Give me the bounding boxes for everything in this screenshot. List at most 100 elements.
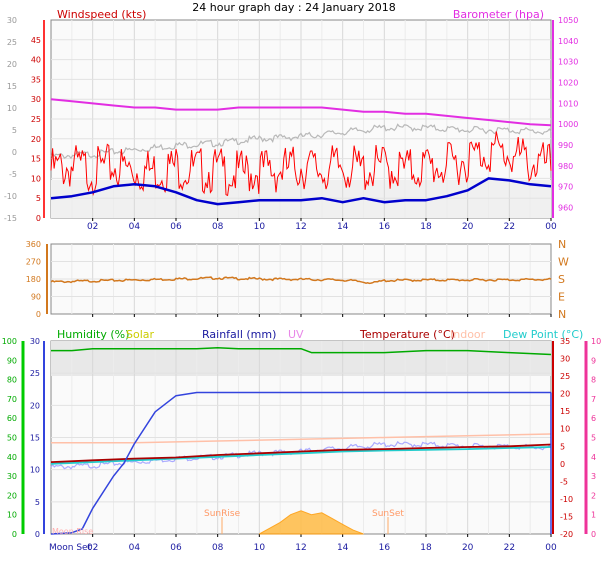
uv-tick: 5 <box>591 434 596 443</box>
sunset-label: SunSet <box>372 509 404 519</box>
x-tick-label: 22 <box>504 543 515 553</box>
uv-tick: 1 <box>591 511 596 520</box>
chart-title: 24 hour graph day : 24 January 2018 <box>192 1 396 14</box>
barometer-tick: 970 <box>558 183 573 192</box>
wind-direction-series <box>50 276 552 285</box>
rainfall-tick: 15 <box>30 434 40 443</box>
x-tick-label: 12 <box>295 543 306 553</box>
wind-direction-line <box>50 276 552 285</box>
moon-rise-label: Moon Rise <box>52 527 93 536</box>
x-tick-label: 10 <box>254 543 266 553</box>
temperature-tick: -10 <box>560 495 573 504</box>
temperature-tick: 10 <box>560 425 570 434</box>
humidity-tick: 30 <box>7 472 17 481</box>
barometer-tick: 1050 <box>558 16 578 25</box>
temperature-line <box>50 443 552 463</box>
uv-tick: 9 <box>591 356 596 365</box>
legend-item: Temperature (°C) <box>359 328 455 341</box>
x-tick-label: 08 <box>212 222 224 232</box>
barometer-line <box>50 98 552 127</box>
x-tick-label: 06 <box>170 222 182 232</box>
legend-item: Solar <box>126 328 155 341</box>
x-tick-label: 22 <box>504 222 515 232</box>
humidity-tick: 70 <box>7 395 17 404</box>
barometer-tick: 990 <box>558 141 573 150</box>
humidity-tick: 10 <box>7 511 17 520</box>
rainfall-line <box>50 391 551 535</box>
uv-tick: 6 <box>591 414 596 423</box>
wind-direction-tick: 90 <box>31 293 41 302</box>
legend-item: Humidity (%) <box>57 328 129 341</box>
rainfall-tick: 5 <box>35 498 40 507</box>
temperature-tick: -5 <box>560 477 568 486</box>
x-tick-label: 12 <box>295 222 306 232</box>
wind-baro-series <box>50 98 552 206</box>
rainfall-tick: 10 <box>30 466 40 475</box>
temperature-outer-tick: 5 <box>12 126 17 135</box>
x-tick-label: 14 <box>337 543 349 553</box>
humidity-tick: 50 <box>7 434 17 443</box>
wind-baro-axes: 0 5 10 15 20 25 30 35 40 45 -15 -10 -5 0 5 10 15 20 25 30 96… <box>4 16 578 232</box>
uv-tick: 2 <box>591 491 596 500</box>
uv-tick: 4 <box>591 453 596 462</box>
uv-tick: 0 <box>591 530 596 539</box>
barometer-tick: 1030 <box>558 58 578 67</box>
compass-label: N <box>558 238 566 251</box>
uv-tick: 3 <box>591 472 596 481</box>
wind-direction-tick: 270 <box>26 258 41 267</box>
humidity-rain-temp-series <box>50 347 552 535</box>
barometer-tick: 960 <box>558 204 573 213</box>
temperature-outer-tick: -10 <box>4 192 17 201</box>
barometer-tick: 1020 <box>558 79 578 88</box>
solar-area <box>259 510 364 535</box>
legend-item: UV <box>288 328 304 341</box>
windspeed-tick: 10 <box>31 174 41 183</box>
temperature-tick: 15 <box>560 407 570 416</box>
temperature-outer-tick: 0 <box>12 148 17 157</box>
barometer-tick: 980 <box>558 162 573 171</box>
legend-item: Dew Point (°C) <box>503 328 583 341</box>
moon-set-label: Moon Set <box>49 543 92 553</box>
temperature-outer-tick: 30 <box>7 16 17 25</box>
x-tick-label: 20 <box>462 543 474 553</box>
temperature-tick: -15 <box>560 512 573 521</box>
barometer-tick: 1000 <box>558 120 578 129</box>
humidity-rain-temp-axes: 0102030405060708090100051015202530-20-15… <box>2 337 601 553</box>
uv-tick: 8 <box>591 376 596 385</box>
uv-tick: 10 <box>591 337 601 346</box>
temperature-outer-tick: 25 <box>7 38 17 47</box>
x-tick-label: 18 <box>420 222 432 232</box>
humidity-tick: 80 <box>7 376 17 385</box>
temperature-tick: 20 <box>560 390 570 399</box>
windspeed-tick: 30 <box>31 95 41 104</box>
x-tick-label: 16 <box>379 222 391 232</box>
x-tick-label: 02 <box>87 222 98 232</box>
x-tick-label: 04 <box>129 222 141 232</box>
x-tick-label: 16 <box>379 543 391 553</box>
temperature-tick: 30 <box>560 355 570 364</box>
wind-direction-tick: 0 <box>36 310 41 319</box>
rainfall-tick: 0 <box>35 530 40 539</box>
barometer-tick: 1010 <box>558 99 578 108</box>
rainfall-tick: 20 <box>30 401 40 410</box>
barometer-tick: 1040 <box>558 37 578 46</box>
windspeed-axis-label: Windspeed (kts) <box>57 8 146 21</box>
windspeed-tick: 5 <box>36 194 41 203</box>
x-tick-label: 00 <box>545 222 557 232</box>
windspeed-line <box>50 131 552 197</box>
barometer-axis-label: Barometer (hpa) <box>453 8 544 21</box>
wind-direction-tick: 360 <box>26 240 41 249</box>
temperature-outer-tick: -5 <box>9 170 17 179</box>
humidity-tick: 60 <box>7 414 17 423</box>
temperature-outer-tick: 15 <box>7 82 17 91</box>
dew-point-line <box>50 446 552 465</box>
temperature-tick: 5 <box>560 442 565 451</box>
legend: Humidity (%)Solar Rainfall (mm) UV Temperat… <box>57 328 583 341</box>
rainfall-tick: 25 <box>30 369 40 378</box>
x-tick-label: 04 <box>129 543 141 553</box>
humidity-tick: 100 <box>2 337 17 346</box>
x-tick-label: 00 <box>545 543 557 553</box>
windspeed-tick: 35 <box>31 75 41 84</box>
temperature-tick: -20 <box>560 530 573 539</box>
temperature-outer-tick: 20 <box>7 60 17 69</box>
